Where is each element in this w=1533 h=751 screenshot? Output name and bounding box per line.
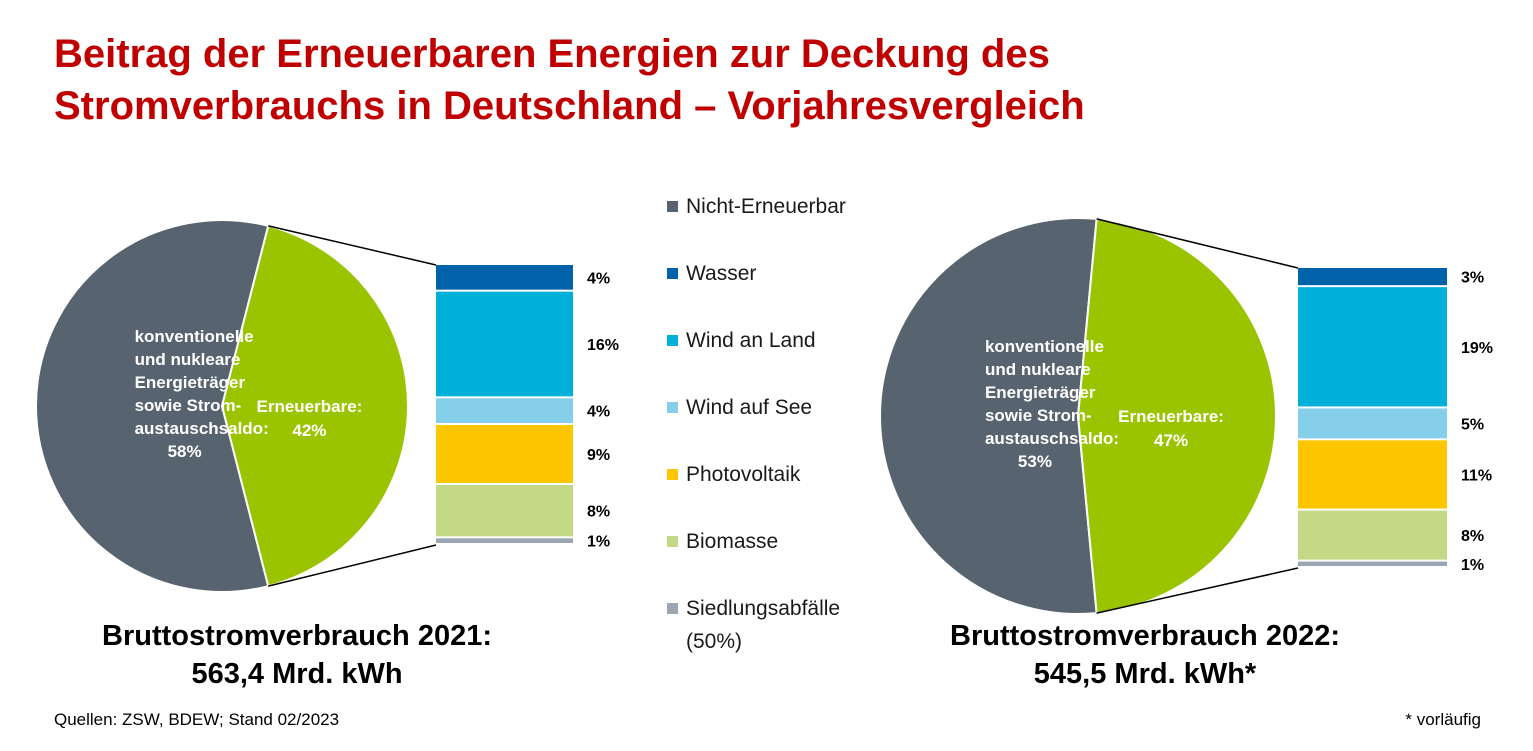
pie-2021-label-nicht-erneuerbar-line-2: und nukleare	[135, 350, 241, 369]
legend-swatch	[667, 402, 678, 413]
bar-2021-label-4: 9%	[587, 447, 610, 464]
pie-2021-label-nicht-erneuerbar-line-3: Energieträger	[135, 373, 246, 392]
legend-swatch	[667, 469, 678, 480]
total-2022: Bruttostromverbrauch 2022: 545,5 Mrd. kW…	[885, 617, 1405, 693]
legend-label: Wind auf See	[686, 396, 813, 419]
pie-2021-label-erneuerbare-line-1: Erneuerbare:	[257, 397, 363, 416]
pie-2021-label-nicht-erneuerbar-line-1: konventionelle	[135, 327, 254, 346]
pie-2021-label-nicht-erneuerbar-line-6: 58%	[168, 442, 202, 461]
legend-swatch	[667, 603, 678, 614]
connector-2021-bottom	[268, 544, 437, 587]
pie-2022-label-erneuerbare-line-1: Erneuerbare:	[1118, 407, 1224, 426]
legend-swatch	[667, 268, 678, 279]
legend-swatch	[667, 335, 678, 346]
legend-label: Nicht-Erneuerbar	[686, 195, 846, 218]
pie-2022-label-nicht-erneuerbar-line-2: und nukleare	[985, 360, 1091, 379]
bar-2022-segment-5	[1298, 510, 1447, 560]
pie-2021-slice-nicht-erneuerbar	[34, 219, 270, 593]
pie-2021-label-erneuerbare-line-2: 42%	[292, 421, 326, 440]
bar-2021-segment-5	[436, 485, 573, 537]
total-2022-line-2: 545,5 Mrd. kWh*	[1033, 658, 1257, 690]
legend-label: Photovoltaik	[686, 463, 801, 486]
bar-2022-label-2: 19%	[1461, 340, 1493, 357]
bar-2021-segment-2	[436, 291, 573, 397]
title-line-2: Stromverbrauchs in Deutschland – Vorjahr…	[54, 84, 1085, 128]
pie-2022-slice-nicht-erneuerbar	[879, 217, 1098, 615]
bar-2022-segment-4	[1298, 440, 1447, 509]
pie-2022-label-nicht-erneuerbar-line-5: austauschsaldo:	[985, 429, 1119, 448]
pie-2022-slice-erneuerbare	[1076, 217, 1277, 615]
bar-2022-label-4: 11%	[1461, 467, 1492, 484]
bar-2022-label-3: 5%	[1461, 416, 1484, 433]
bar-2022-segment-3	[1298, 408, 1447, 439]
pie-2022-label-nicht-erneuerbar-line-6: 53%	[1018, 452, 1052, 471]
pie-2021-label-nicht-erneuerbar-line-4: sowie Strom-	[135, 396, 242, 415]
pie-2022-label-nicht-erneuerbar-line-4: sowie Strom-	[985, 406, 1092, 425]
preliminary-footnote: * vorläufig	[1405, 710, 1481, 729]
bar-2022-label-5: 8%	[1461, 528, 1484, 545]
bar-2022-segment-2	[1298, 287, 1447, 407]
bar-2021-label-5: 8%	[587, 504, 610, 521]
bar-2022-segment-1	[1298, 268, 1447, 286]
total-2021-line-2: 563,4 Mrd. kWh	[191, 658, 403, 690]
connector-2022-top	[1096, 218, 1299, 269]
pie-2022-label-erneuerbare-line-2: 47%	[1154, 431, 1188, 450]
legend-label: Wasser	[686, 262, 757, 285]
total-2021: Bruttostromverbrauch 2021: 563,4 Mrd. kW…	[37, 617, 557, 693]
legend-label: Biomasse	[686, 530, 779, 553]
bar-2021-label-6: 1%	[587, 534, 610, 551]
bar-2021-segment-3	[436, 398, 573, 423]
pie-2022-label-nicht-erneuerbar-line-3: Energieträger	[985, 383, 1096, 402]
bar-2021-segment-4	[436, 425, 573, 483]
total-2021-line-1: Bruttostromverbrauch 2021:	[102, 620, 492, 652]
page-title: Beitrag der Erneuerbaren Energien zur De…	[54, 28, 1454, 132]
bar-2022-label-6: 1%	[1461, 557, 1484, 574]
connector-2022-bottom	[1096, 567, 1299, 614]
bar-2022-segment-6	[1298, 561, 1447, 566]
bar-2021-label-1: 4%	[587, 270, 610, 287]
bar-2022-label-1: 3%	[1461, 270, 1484, 287]
bar-2021-label-3: 4%	[587, 404, 610, 421]
legend-swatch	[667, 536, 678, 547]
bar-2021-segment-6	[436, 538, 573, 543]
source-note: Quellen: ZSW, BDEW; Stand 02/2023	[54, 710, 340, 729]
title-line-1: Beitrag der Erneuerbaren Energien zur De…	[54, 32, 1050, 76]
bar-2021-label-2: 16%	[587, 337, 619, 354]
legend-label: Siedlungsabfälle (50%)	[686, 597, 841, 653]
pie-2022-label-nicht-erneuerbar-line-1: konventionelle	[985, 337, 1104, 356]
legend-swatch	[667, 201, 678, 212]
pie-2021-slice-erneuerbare	[220, 224, 409, 588]
total-2022-line-1: Bruttostromverbrauch 2022:	[950, 620, 1340, 652]
bar-2021-segment-1	[436, 265, 573, 290]
connector-2021-top	[268, 225, 437, 266]
legend-label: Wind an Land	[686, 329, 816, 352]
pie-2021-label-nicht-erneuerbar-line-5: austauschsaldo:	[135, 419, 269, 438]
